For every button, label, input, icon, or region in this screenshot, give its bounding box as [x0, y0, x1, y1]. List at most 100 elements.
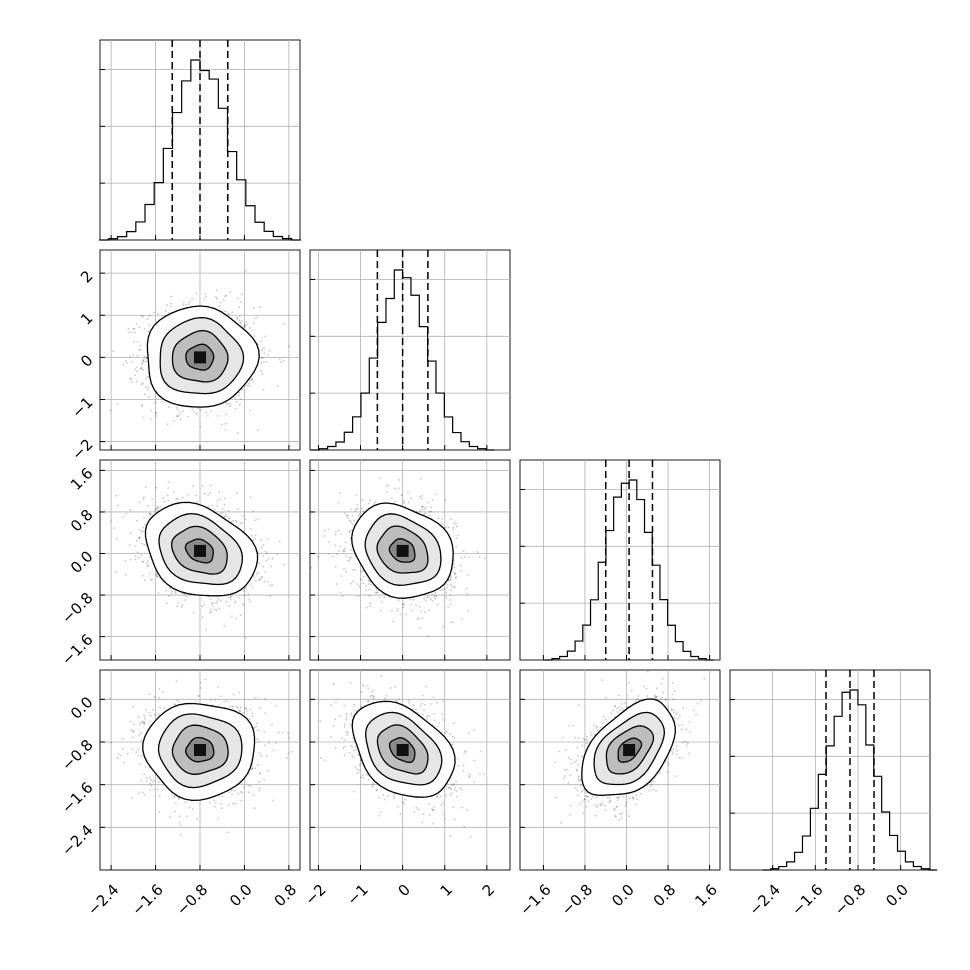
scatter-point [224, 429, 227, 431]
scatter-point [223, 625, 226, 628]
scatter-point [128, 331, 131, 334]
scatter-point [335, 583, 338, 585]
scatter-point [253, 576, 256, 579]
scatter-point [157, 576, 159, 578]
scatter-point [361, 499, 364, 501]
scatter-point [435, 594, 437, 597]
scatter-point [349, 559, 351, 561]
scatter-point [210, 611, 212, 613]
scatter-point [216, 499, 219, 502]
scatter-point [241, 388, 244, 391]
scatter-point [243, 326, 246, 329]
scatter-point [455, 545, 458, 548]
scatter-point [209, 484, 212, 487]
scatter-point [270, 565, 272, 568]
scatter-point [353, 519, 356, 522]
scatter-point [421, 494, 424, 497]
scatter-point [234, 519, 237, 522]
scatter-point [142, 315, 144, 318]
scatter-point [334, 544, 337, 547]
scatter-point [434, 591, 437, 594]
scatter-point [222, 299, 225, 301]
scatter-point [465, 587, 468, 590]
scatter-point [261, 356, 264, 359]
scatter-point [243, 324, 246, 326]
scatter-point [195, 292, 198, 295]
scatter-point [157, 592, 160, 594]
scatter-point [155, 412, 158, 414]
scatter-point [254, 538, 257, 540]
scatter-point [411, 609, 414, 612]
scatter-point [402, 500, 405, 502]
scatter-point [230, 520, 233, 523]
scatter-point [380, 600, 383, 603]
scatter-point [142, 498, 145, 501]
scatter-point [141, 530, 144, 533]
scatter-point [240, 293, 243, 296]
scatter-point [149, 514, 152, 517]
scatter-point [216, 297, 218, 300]
scatter-point [342, 549, 344, 551]
scatter-point [355, 507, 357, 510]
scatter-point [258, 562, 260, 564]
scatter-point [153, 401, 156, 404]
scatter-point [358, 515, 360, 517]
scatter-point [402, 606, 405, 609]
scatter-point [179, 412, 181, 415]
y-tick-label: 0 [77, 351, 96, 370]
scatter-point [244, 587, 247, 589]
scatter-point [158, 696, 161, 699]
scatter-point [362, 510, 365, 513]
scatter-point [261, 576, 264, 578]
scatter-point [166, 494, 169, 497]
scatter-point [418, 617, 420, 619]
scatter-point [147, 564, 150, 567]
scatter-point [324, 529, 326, 532]
scatter-point [207, 506, 210, 508]
scatter-point [269, 584, 272, 587]
scatter-point [350, 548, 352, 551]
scatter-point [433, 595, 436, 598]
scatter-point [151, 498, 154, 501]
scatter-point [310, 566, 313, 569]
scatter-point [242, 604, 245, 607]
scatter-point [352, 580, 355, 583]
scatter-point [447, 526, 450, 529]
scatter-point [455, 537, 458, 539]
scatter-point [184, 303, 187, 306]
scatter-point [115, 538, 118, 540]
scatter-point [383, 596, 386, 599]
scatter-point [245, 637, 247, 639]
density-panel-0-2 [99, 459, 301, 661]
scatter-point [370, 583, 372, 586]
scatter-point [428, 511, 431, 513]
scatter-point [197, 407, 200, 410]
scatter-point [115, 494, 118, 497]
scatter-point [242, 515, 245, 517]
scatter-point [282, 322, 285, 325]
scatter-point [186, 493, 189, 496]
scatter-point [253, 322, 255, 325]
scatter-point [365, 589, 368, 592]
density-peak [194, 544, 206, 557]
scatter-point [136, 551, 139, 554]
scatter-point [193, 411, 195, 413]
scatter-point [260, 357, 263, 360]
scatter-point [354, 569, 357, 571]
scatter-point [450, 576, 452, 579]
scatter-point [249, 496, 252, 499]
scatter-point [133, 327, 136, 330]
scatter-point [215, 602, 217, 604]
scatter-point [229, 596, 232, 599]
scatter-point [355, 494, 358, 496]
scatter-point [238, 315, 241, 318]
scatter-point [447, 605, 449, 608]
scatter-point [466, 592, 469, 595]
scatter-point [263, 352, 266, 355]
scatter-point [142, 574, 144, 577]
scatter-point [262, 565, 265, 568]
scatter-point [446, 586, 448, 589]
scatter-point [153, 311, 155, 314]
scatter-point [262, 543, 265, 546]
